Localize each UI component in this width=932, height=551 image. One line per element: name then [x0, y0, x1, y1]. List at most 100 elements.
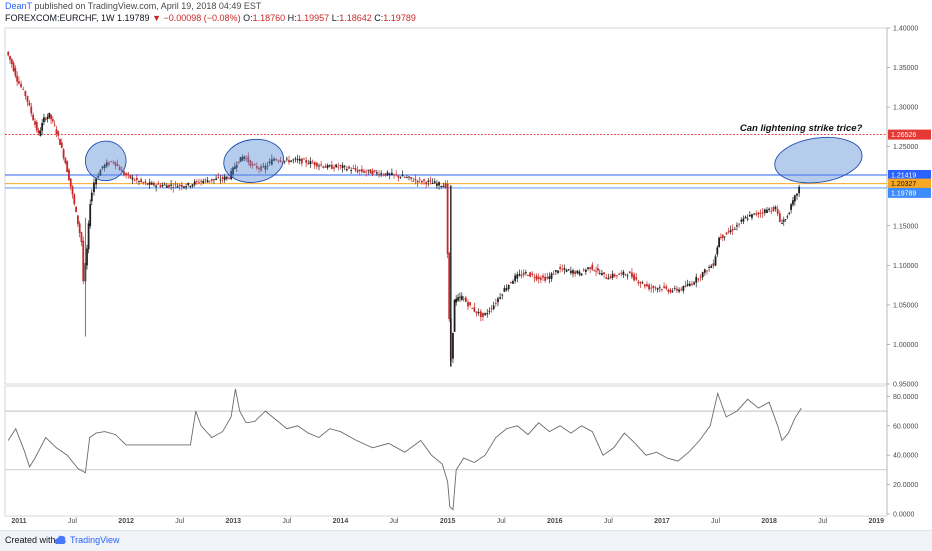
candle-body [397, 175, 400, 178]
candle-body [116, 163, 119, 167]
candle-body [237, 161, 240, 164]
candle-body [382, 174, 385, 176]
candle-body [622, 271, 625, 275]
candle-body [492, 305, 495, 309]
candle-body [198, 182, 200, 184]
level-price-label: 1.26526 [891, 132, 916, 139]
candle-body [258, 167, 260, 170]
candle-body [729, 230, 732, 233]
candles [7, 51, 801, 364]
candle-body [140, 179, 143, 182]
candle-body [103, 164, 106, 168]
candle-body [669, 289, 672, 293]
candle-body [710, 265, 713, 268]
candle-body [153, 182, 155, 186]
tradingview-brand-link[interactable]: TradingView [70, 535, 120, 545]
time-x-tick-label: Jul [282, 518, 291, 525]
candle-body [591, 264, 594, 270]
candle-body [550, 273, 553, 279]
candle-body [68, 169, 70, 181]
ohlc-low-label: L: [331, 13, 340, 23]
candle-body [554, 270, 557, 272]
candle-body [665, 286, 668, 289]
time-x-tick-label: 2014 [333, 518, 349, 525]
candle-body [618, 273, 620, 275]
candle-body [388, 173, 391, 175]
candle-body [479, 311, 482, 318]
candle-body [626, 275, 629, 277]
candle-body [793, 195, 796, 202]
candle-body [740, 219, 743, 222]
candle-body [790, 204, 792, 210]
time-x-tick-label: Jul [604, 518, 613, 525]
candle-body [60, 142, 63, 148]
candle-body [576, 270, 579, 274]
candle-body [446, 183, 449, 254]
candle-body [210, 178, 213, 181]
candle-body [245, 158, 248, 160]
candle-body [339, 165, 342, 167]
candle-body [157, 183, 160, 185]
candle-body [457, 297, 459, 301]
candle-body [464, 297, 467, 302]
candle-body [529, 272, 532, 277]
candle-body [751, 214, 753, 218]
candle-body [442, 186, 445, 188]
candle-body [494, 302, 497, 304]
level-price-tag [888, 129, 931, 140]
candle-body [358, 169, 361, 172]
candle-body [639, 282, 642, 284]
candle-body [87, 223, 90, 250]
candle-body [444, 183, 447, 188]
ohlc-low-value: 1.18642 [339, 13, 372, 23]
candle-body [202, 180, 205, 184]
candle-body [757, 212, 760, 215]
time-x-tick-label: Jul [390, 518, 399, 525]
candle-body [503, 288, 506, 292]
candle-body [16, 75, 19, 82]
candle-body [448, 253, 451, 320]
candle-body [343, 165, 346, 167]
candle-body [520, 274, 523, 277]
candle-body [403, 177, 406, 178]
candle-body [654, 287, 657, 289]
candle-body [69, 178, 72, 187]
candle-body [616, 275, 618, 277]
candle-body [559, 266, 562, 269]
candle-body [744, 216, 747, 219]
candle-body [552, 273, 555, 275]
candle-body [418, 178, 421, 180]
candle-body [384, 173, 387, 176]
candle-body [420, 181, 423, 183]
level-price-tag [888, 178, 931, 189]
candle-body [32, 114, 35, 121]
candle-body [213, 179, 215, 181]
candle-body [71, 186, 74, 195]
chart-header: DeanT published on TradingView.com, Apri… [0, 0, 932, 26]
candle-body [633, 274, 635, 281]
candle-body [168, 184, 170, 188]
candle-body [82, 240, 85, 282]
level-price-label: 1.21419 [891, 172, 916, 179]
candle-body [676, 288, 678, 291]
candle-body [255, 166, 258, 169]
candle-body [266, 165, 269, 167]
candle-body [350, 170, 353, 172]
candle-body [452, 332, 454, 359]
author-link[interactable]: DeanT [5, 1, 32, 11]
candle-body [766, 209, 768, 213]
candle-body [142, 181, 145, 183]
candle-body [41, 122, 44, 131]
candle-body [772, 207, 775, 212]
candle-body [484, 313, 487, 315]
candle-body [661, 289, 663, 290]
candle-body [283, 160, 286, 162]
price-y-tick-label: 1.25000 [893, 144, 918, 151]
candle-body [55, 129, 58, 134]
tradingview-logo-icon [54, 535, 66, 544]
price-y-tick-label: 1.00000 [893, 342, 918, 349]
candle-body [652, 286, 655, 289]
candle-body [131, 177, 134, 180]
chart-canvas[interactable]: 0.950001.000001.050001.100001.150001.200… [0, 0, 932, 530]
candle-body [643, 284, 646, 287]
